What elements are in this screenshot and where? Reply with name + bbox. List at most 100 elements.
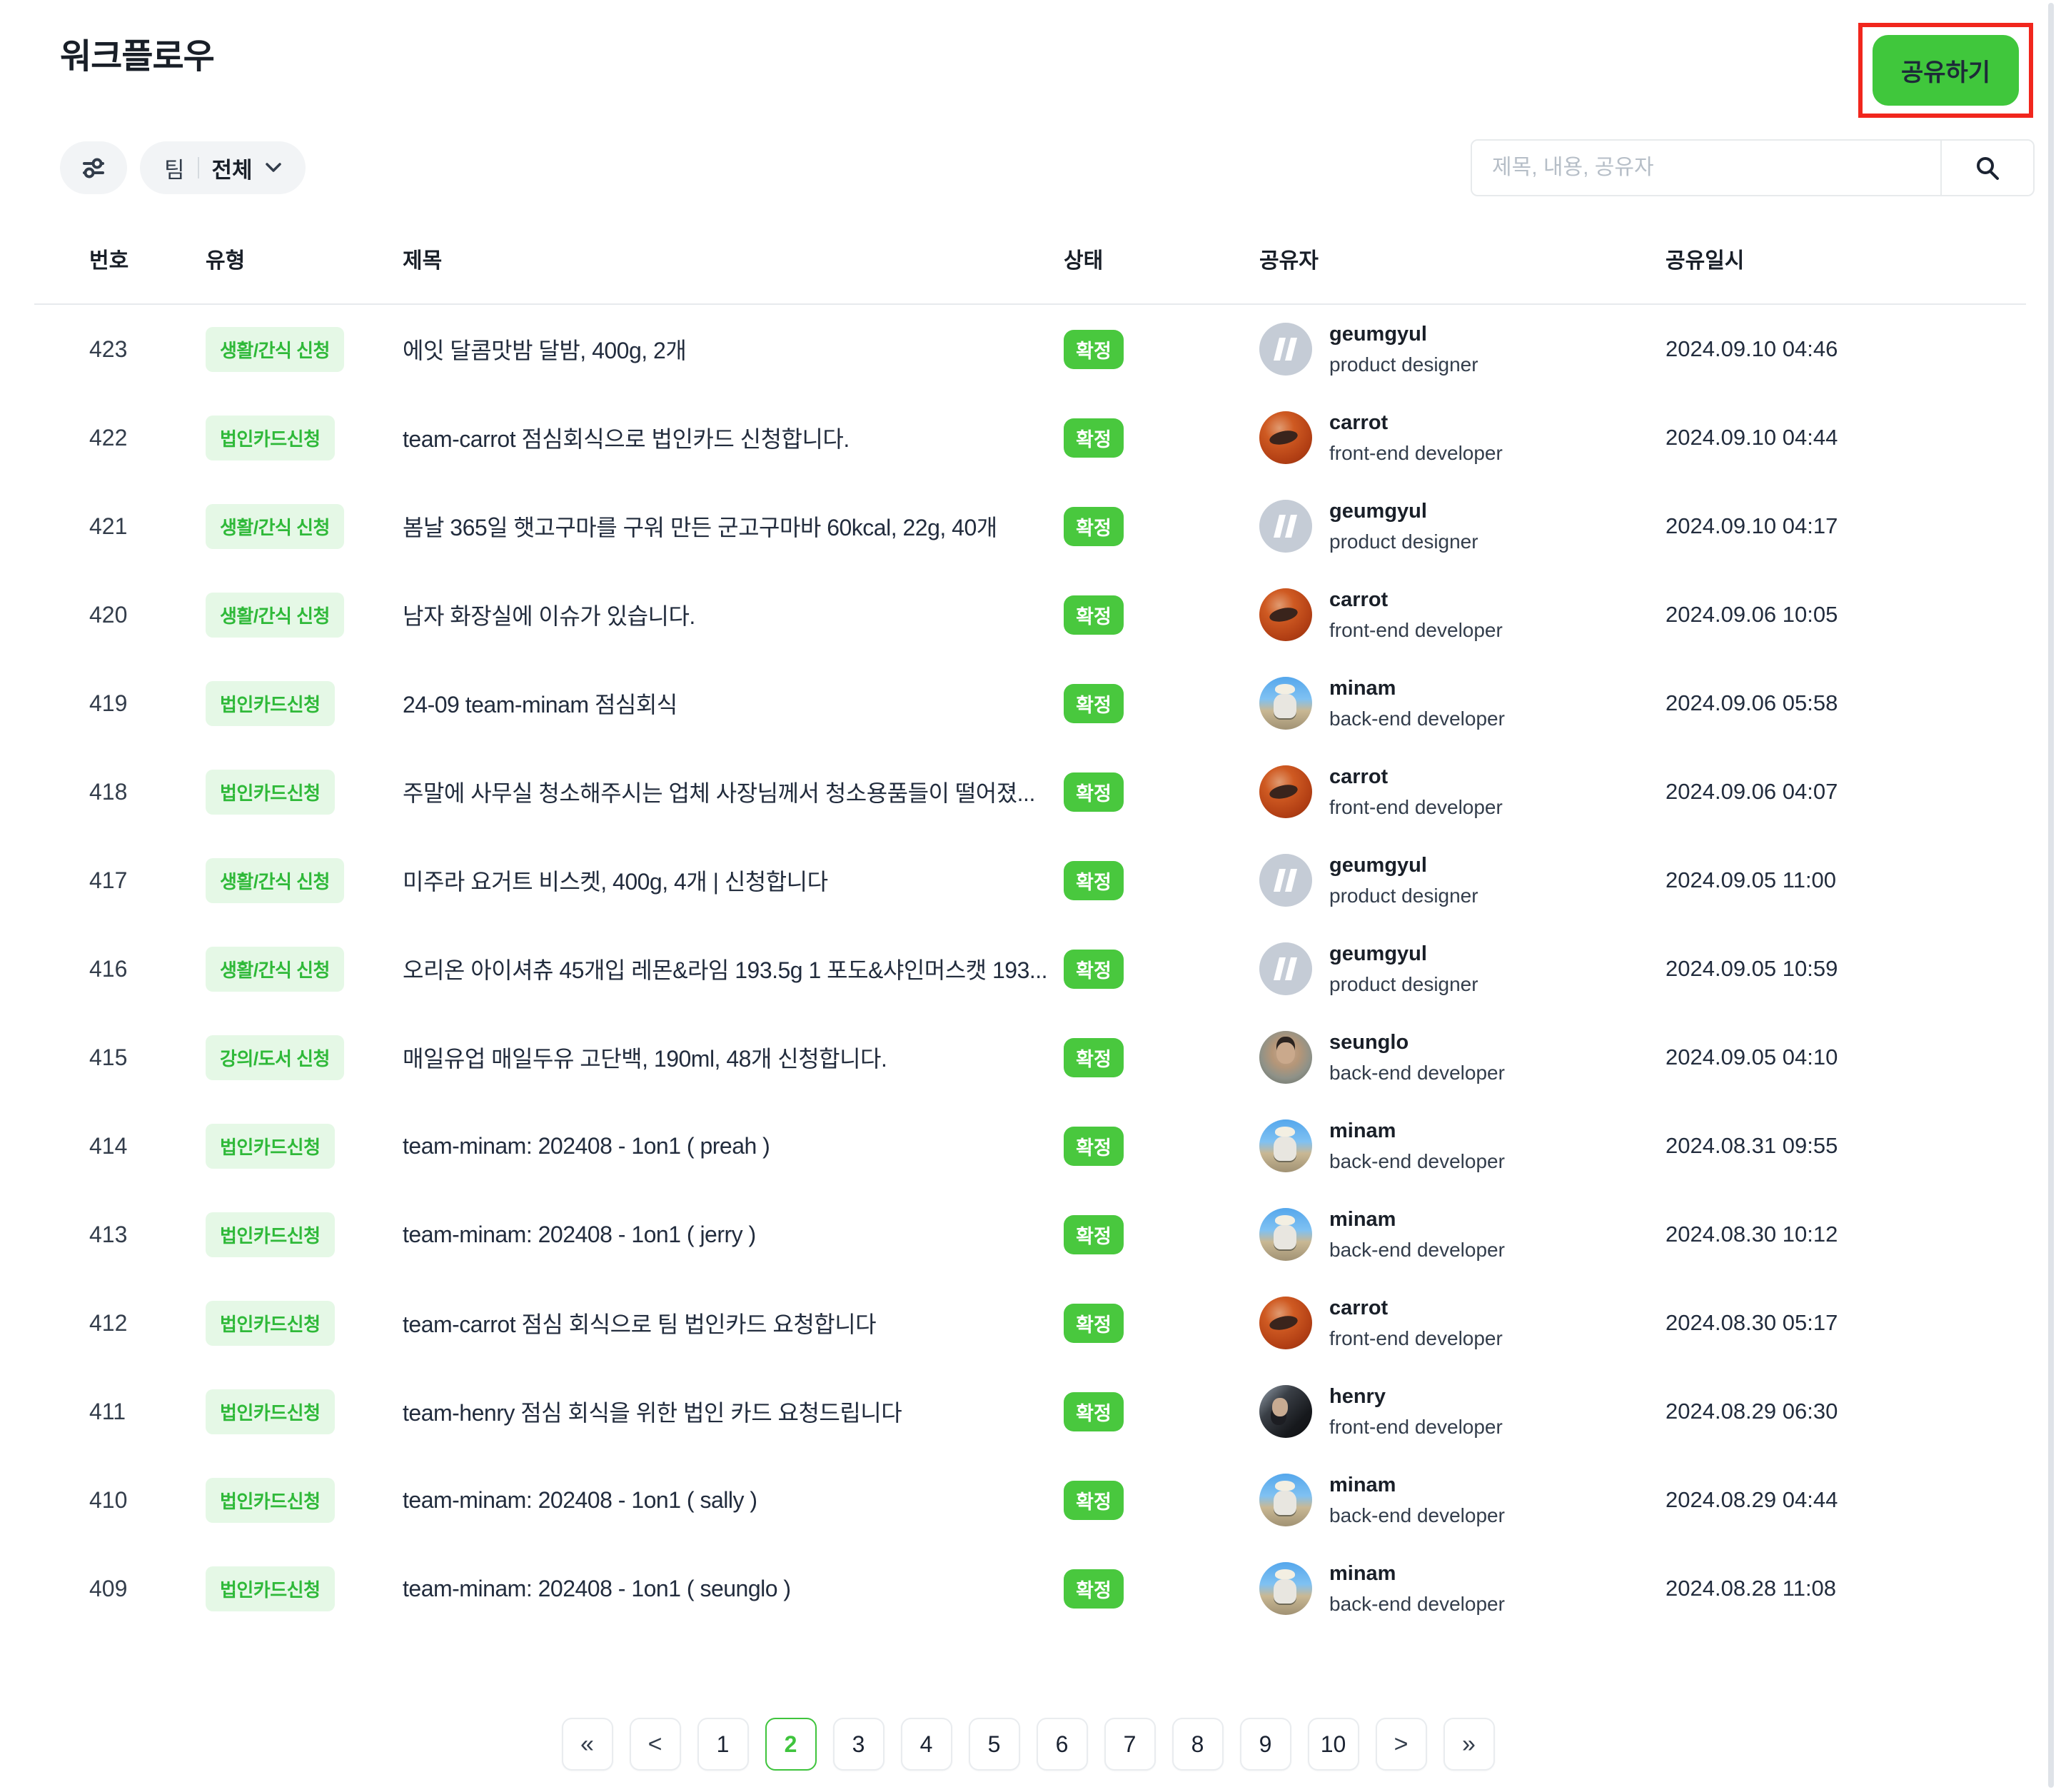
header-no: 번호 <box>89 249 129 273</box>
row-number: 422 <box>89 424 128 450</box>
table-row[interactable]: 414 법인카드신청 team-minam: 202408 - 1on1 ( pre… <box>34 1102 2026 1190</box>
row-title: 미주라 요거트 비스켓, 400g, 4개 | 신청합니다 <box>403 869 828 895</box>
table-row[interactable]: 419 법인카드신청 24-09 team-minam 점심회식 확정 minam bac… <box>34 659 2026 747</box>
sharer-name: minam <box>1329 1561 1396 1585</box>
shared-at: 2024.09.05 11:00 <box>1666 867 1837 892</box>
team-filter-label: 팀 <box>164 157 185 183</box>
shared-at: 2024.09.05 04:10 <box>1666 1045 1838 1069</box>
topbar: 워크플로우 공유하기 <box>0 0 2056 118</box>
status-badge: 확정 <box>1064 1480 1124 1520</box>
page-10-button[interactable]: 10 <box>1307 1718 1359 1771</box>
search-button[interactable] <box>1940 141 2033 195</box>
sharer-name: minam <box>1329 1207 1396 1231</box>
row-title: 봄날 365일 햇고구마를 구워 만든 군고구마바 60kcal, 22g, 4… <box>403 515 997 540</box>
sharer-name: carrot <box>1329 411 1389 434</box>
table-row[interactable]: 413 법인카드신청 team-minam: 202408 - 1on1 ( jer… <box>34 1190 2026 1279</box>
table-header-row: 번호 유형 제목 상태 공유자 공유일시 <box>34 237 2026 305</box>
type-badge: 생활/간식 신청 <box>206 503 344 549</box>
avatar <box>1259 1562 1312 1615</box>
page-prev-button[interactable]: < <box>629 1718 681 1771</box>
status-badge: 확정 <box>1064 1303 1124 1343</box>
scrollbar-thumb[interactable] <box>2048 3 2054 1788</box>
avatar <box>1259 765 1312 818</box>
table-row[interactable]: 417 생활/간식 신청 미주라 요거트 비스켓, 400g, 4개 | 신청합니다… <box>34 836 2026 925</box>
sharer-role: product designer <box>1329 884 1478 907</box>
sharer-role: product designer <box>1329 353 1478 376</box>
table-row[interactable]: 418 법인카드신청 주말에 사무실 청소해주시는 업체 사장님께서 청소용품들이 … <box>34 747 2026 836</box>
sharer-role: back-end developer <box>1329 1149 1505 1172</box>
page-last-button[interactable]: » <box>1443 1718 1495 1771</box>
sharer-name: geumgyul <box>1329 322 1427 346</box>
status-badge: 확정 <box>1064 1037 1124 1077</box>
sharer-role: back-end developer <box>1329 1061 1505 1084</box>
status-badge: 확정 <box>1064 1126 1124 1166</box>
header-shared-at: 공유일시 <box>1666 249 1745 273</box>
status-badge: 확정 <box>1064 595 1124 635</box>
share-button[interactable]: 공유하기 <box>1873 35 2019 106</box>
page-1-button[interactable]: 1 <box>697 1718 749 1771</box>
sharer-role: back-end developer <box>1329 1504 1505 1526</box>
table-row[interactable]: 421 생활/간식 신청 봄날 365일 햇고구마를 구워 만든 군고구마바 60k… <box>34 482 2026 570</box>
filter-settings-button[interactable] <box>60 141 127 194</box>
status-badge: 확정 <box>1064 1391 1124 1431</box>
page-3-button[interactable]: 3 <box>832 1718 885 1771</box>
row-title: team-carrot 점심회식으로 법인카드 신청합니다. <box>403 426 850 452</box>
shared-at: 2024.09.10 04:17 <box>1666 513 1838 538</box>
row-number: 411 <box>89 1398 126 1424</box>
sharer-role: front-end developer <box>1329 795 1503 818</box>
chevron-down-icon <box>265 163 281 173</box>
sharer-name: minam <box>1329 1473 1396 1496</box>
sharer-role: back-end developer <box>1329 1238 1505 1261</box>
page-first-button[interactable]: « <box>561 1718 613 1771</box>
shared-at: 2024.09.05 10:59 <box>1666 956 1838 981</box>
table-row[interactable]: 411 법인카드신청 team-henry 점심 회식을 위한 법인 카드 요청드립… <box>34 1367 2026 1456</box>
search-bar <box>1471 139 2035 196</box>
avatar <box>1259 588 1312 641</box>
type-badge: 법인카드신청 <box>206 1123 335 1169</box>
scrollbar-track[interactable] <box>2046 0 2056 1792</box>
row-title: 매일유업 매일두유 고단백, 190ml, 48개 신청합니다. <box>403 1046 887 1072</box>
page-7-button[interactable]: 7 <box>1104 1718 1156 1771</box>
table-row[interactable]: 412 법인카드신청 team-carrot 점심 회식으로 팀 법인카드 요청합니… <box>34 1279 2026 1367</box>
page-4-button[interactable]: 4 <box>900 1718 952 1771</box>
row-title: team-minam: 202408 - 1on1 ( preah ) <box>403 1132 770 1159</box>
table-row[interactable]: 415 강의/도서 신청 매일유업 매일두유 고단백, 190ml, 48개 신청합… <box>34 1013 2026 1102</box>
table-row[interactable]: 409 법인카드신청 team-minam: 202408 - 1on1 ( seu… <box>34 1544 2026 1633</box>
avatar <box>1259 1474 1312 1526</box>
page-2-button[interactable]: 2 <box>765 1718 817 1771</box>
table-row[interactable]: 410 법인카드신청 team-minam: 202408 - 1on1 ( sal… <box>34 1456 2026 1544</box>
row-title: 24-09 team-minam 점심회식 <box>403 692 677 718</box>
sharer-role: back-end developer <box>1329 1592 1505 1615</box>
row-number: 420 <box>89 601 128 628</box>
shared-at: 2024.09.10 04:44 <box>1666 425 1838 450</box>
avatar <box>1259 411 1312 464</box>
page-6-button[interactable]: 6 <box>1036 1718 1088 1771</box>
sharer-role: product designer <box>1329 972 1478 995</box>
table-row[interactable]: 423 생활/간식 신청 에잇 달콤맛밤 달밤, 400g, 2개 확정 geumgyu… <box>34 305 2026 393</box>
sharer-name: carrot <box>1329 765 1389 788</box>
row-number: 423 <box>89 336 128 362</box>
row-number: 421 <box>89 513 128 539</box>
row-number: 410 <box>89 1486 128 1513</box>
page-5-button[interactable]: 5 <box>968 1718 1020 1771</box>
avatar <box>1259 942 1312 995</box>
table-row[interactable]: 420 생활/간식 신청 남자 화장실에 이슈가 있습니다. 확정 carrot fron… <box>34 570 2026 659</box>
team-filter-dropdown[interactable]: 팀 전체 <box>140 141 306 194</box>
avatar <box>1259 1208 1312 1261</box>
sharer-role: front-end developer <box>1329 1327 1503 1349</box>
page-9-button[interactable]: 9 <box>1239 1718 1291 1771</box>
page-next-button[interactable]: > <box>1375 1718 1427 1771</box>
shared-at: 2024.08.29 06:30 <box>1666 1399 1838 1424</box>
magnifier-icon <box>1973 153 2002 182</box>
page-title: 워크플로우 <box>60 38 215 76</box>
table-row[interactable]: 422 법인카드신청 team-carrot 점심회식으로 법인카드 신청합니다. 확… <box>34 393 2026 482</box>
status-badge: 확정 <box>1064 329 1124 369</box>
sharer-role: back-end developer <box>1329 707 1505 730</box>
sharer-role: front-end developer <box>1329 618 1503 641</box>
table-row[interactable]: 416 생활/간식 신청 오리온 아이셔츄 45개입 레몬&라임 193.5g 1 … <box>34 925 2026 1013</box>
search-input[interactable] <box>1472 141 1940 195</box>
sharer-name: geumgyul <box>1329 499 1427 523</box>
page-8-button[interactable]: 8 <box>1171 1718 1224 1771</box>
sharer-name: carrot <box>1329 588 1389 611</box>
